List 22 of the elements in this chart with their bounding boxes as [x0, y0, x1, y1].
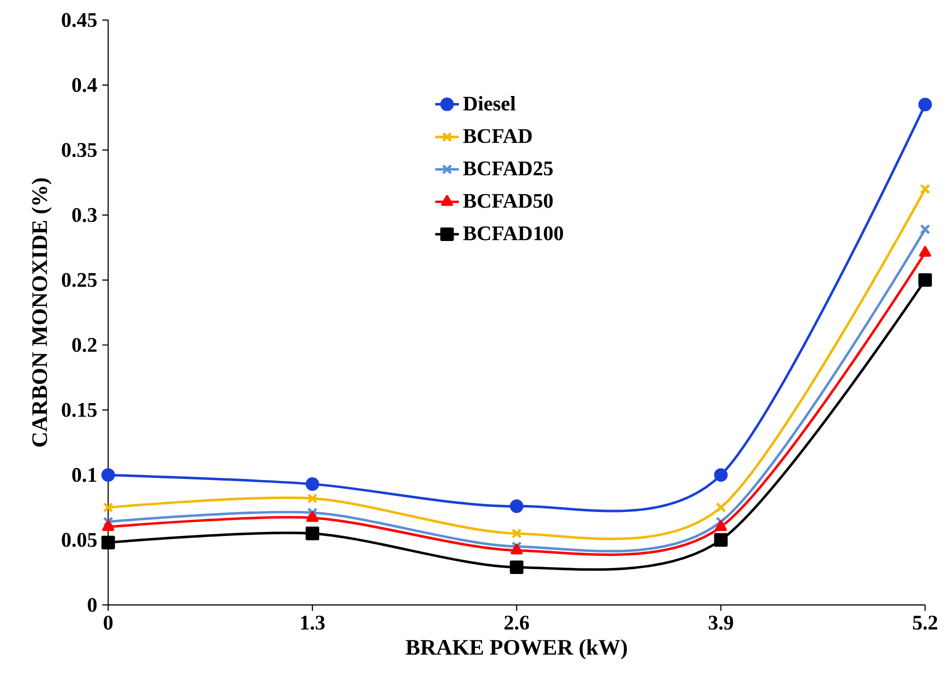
x-tick-label: 2.6 [504, 616, 529, 630]
legend-label: BCFAD50 [463, 194, 553, 208]
legend-label: BCFAD100 [463, 226, 564, 240]
y-axis-title: CARBON MONOXIDE (%) [32, 178, 52, 447]
legend-label: Diesel [463, 96, 516, 111]
x-axis-title: BRAKE POWER (kW) [406, 639, 627, 660]
y-tick-label: 0 [88, 598, 97, 612]
y-tick-label: 0.1 [72, 468, 96, 482]
y-tick-label: 0.35 [62, 143, 97, 158]
x-tick-label: 3.9 [708, 616, 734, 630]
y-tick-label: 0.3 [72, 208, 97, 222]
x-tick-label: 0 [104, 616, 113, 630]
y-tick-label: 0.45 [62, 13, 97, 28]
y-tick-label: 0.2 [72, 338, 96, 352]
x-tick-label: 5.2 [912, 616, 938, 630]
y-tick-label: 0.05 [62, 532, 97, 548]
legend-label: BCFAD [463, 129, 532, 144]
x-tick-label: 1.3 [301, 616, 325, 630]
legend-label: BCFAD25 [463, 162, 553, 176]
y-tick-label: 0.15 [62, 402, 97, 418]
y-tick-label: 0.25 [62, 273, 97, 288]
y-tick-label: 0.4 [72, 78, 97, 92]
